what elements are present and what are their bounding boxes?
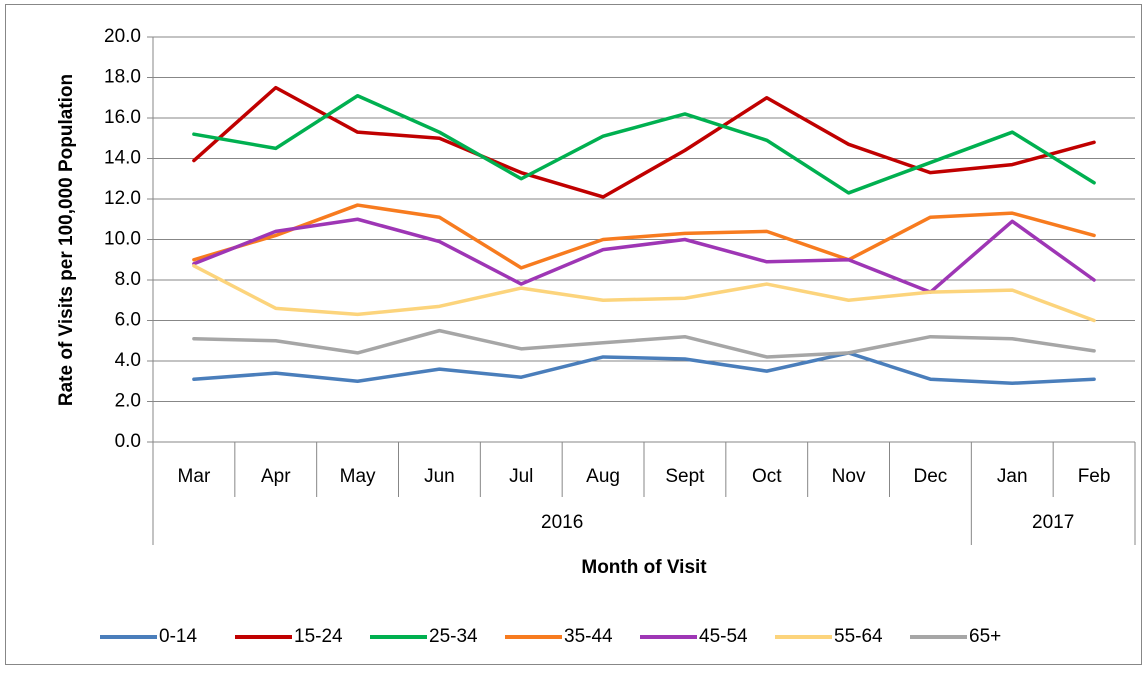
legend-label: 15-24 (294, 626, 343, 647)
series-line (192, 93, 1096, 195)
y-tick-label: 6.0 (115, 310, 141, 331)
legend-label: 35-44 (564, 626, 613, 647)
y-tick-label: 12.0 (104, 188, 141, 209)
y-tick-label: 0.0 (115, 431, 141, 452)
x-tick-label: Jul (509, 466, 533, 487)
group-label: 2017 (1032, 512, 1074, 533)
group-label: 2016 (541, 512, 583, 533)
series-line (192, 264, 1096, 323)
x-tick-label: Jan (997, 466, 1028, 487)
y-tick-label: 10.0 (104, 229, 141, 250)
y-tick-label: 16.0 (104, 107, 141, 128)
series-line (192, 203, 1096, 270)
y-tick-label: 18.0 (104, 67, 141, 88)
chart-border (5, 4, 1142, 665)
y-tick-label: 20.0 (104, 26, 141, 47)
x-tick-label: Aug (586, 466, 620, 487)
x-tick-label: Sept (665, 466, 705, 487)
y-tick-label: 2.0 (115, 391, 141, 412)
x-axis-title: Month of Visit (581, 557, 707, 578)
series-line (192, 328, 1096, 359)
x-tick-label: Oct (752, 466, 782, 487)
legend-label: 0-14 (159, 626, 197, 647)
series-line (192, 85, 1096, 199)
y-tick-label: 4.0 (115, 350, 141, 371)
x-tick-label: Mar (178, 466, 211, 487)
x-tick-label: Dec (914, 466, 948, 487)
y-tick-label: 14.0 (104, 148, 141, 169)
x-tick-label: Nov (832, 466, 866, 487)
legend-label: 45-54 (699, 626, 748, 647)
x-tick-label: Apr (261, 466, 291, 487)
y-tick-label: 8.0 (115, 269, 141, 290)
legend-label: 55-64 (834, 626, 883, 647)
legend-label: 65+ (969, 626, 1001, 647)
x-tick-label: Jun (424, 466, 455, 487)
x-tick-label: May (340, 466, 376, 487)
y-axis-title: Rate of Visits per 100,000 Population (56, 74, 77, 406)
series-line (192, 217, 1096, 294)
legend-label: 25-34 (429, 626, 478, 647)
x-tick-label: Feb (1078, 466, 1111, 487)
series-line (192, 351, 1096, 386)
